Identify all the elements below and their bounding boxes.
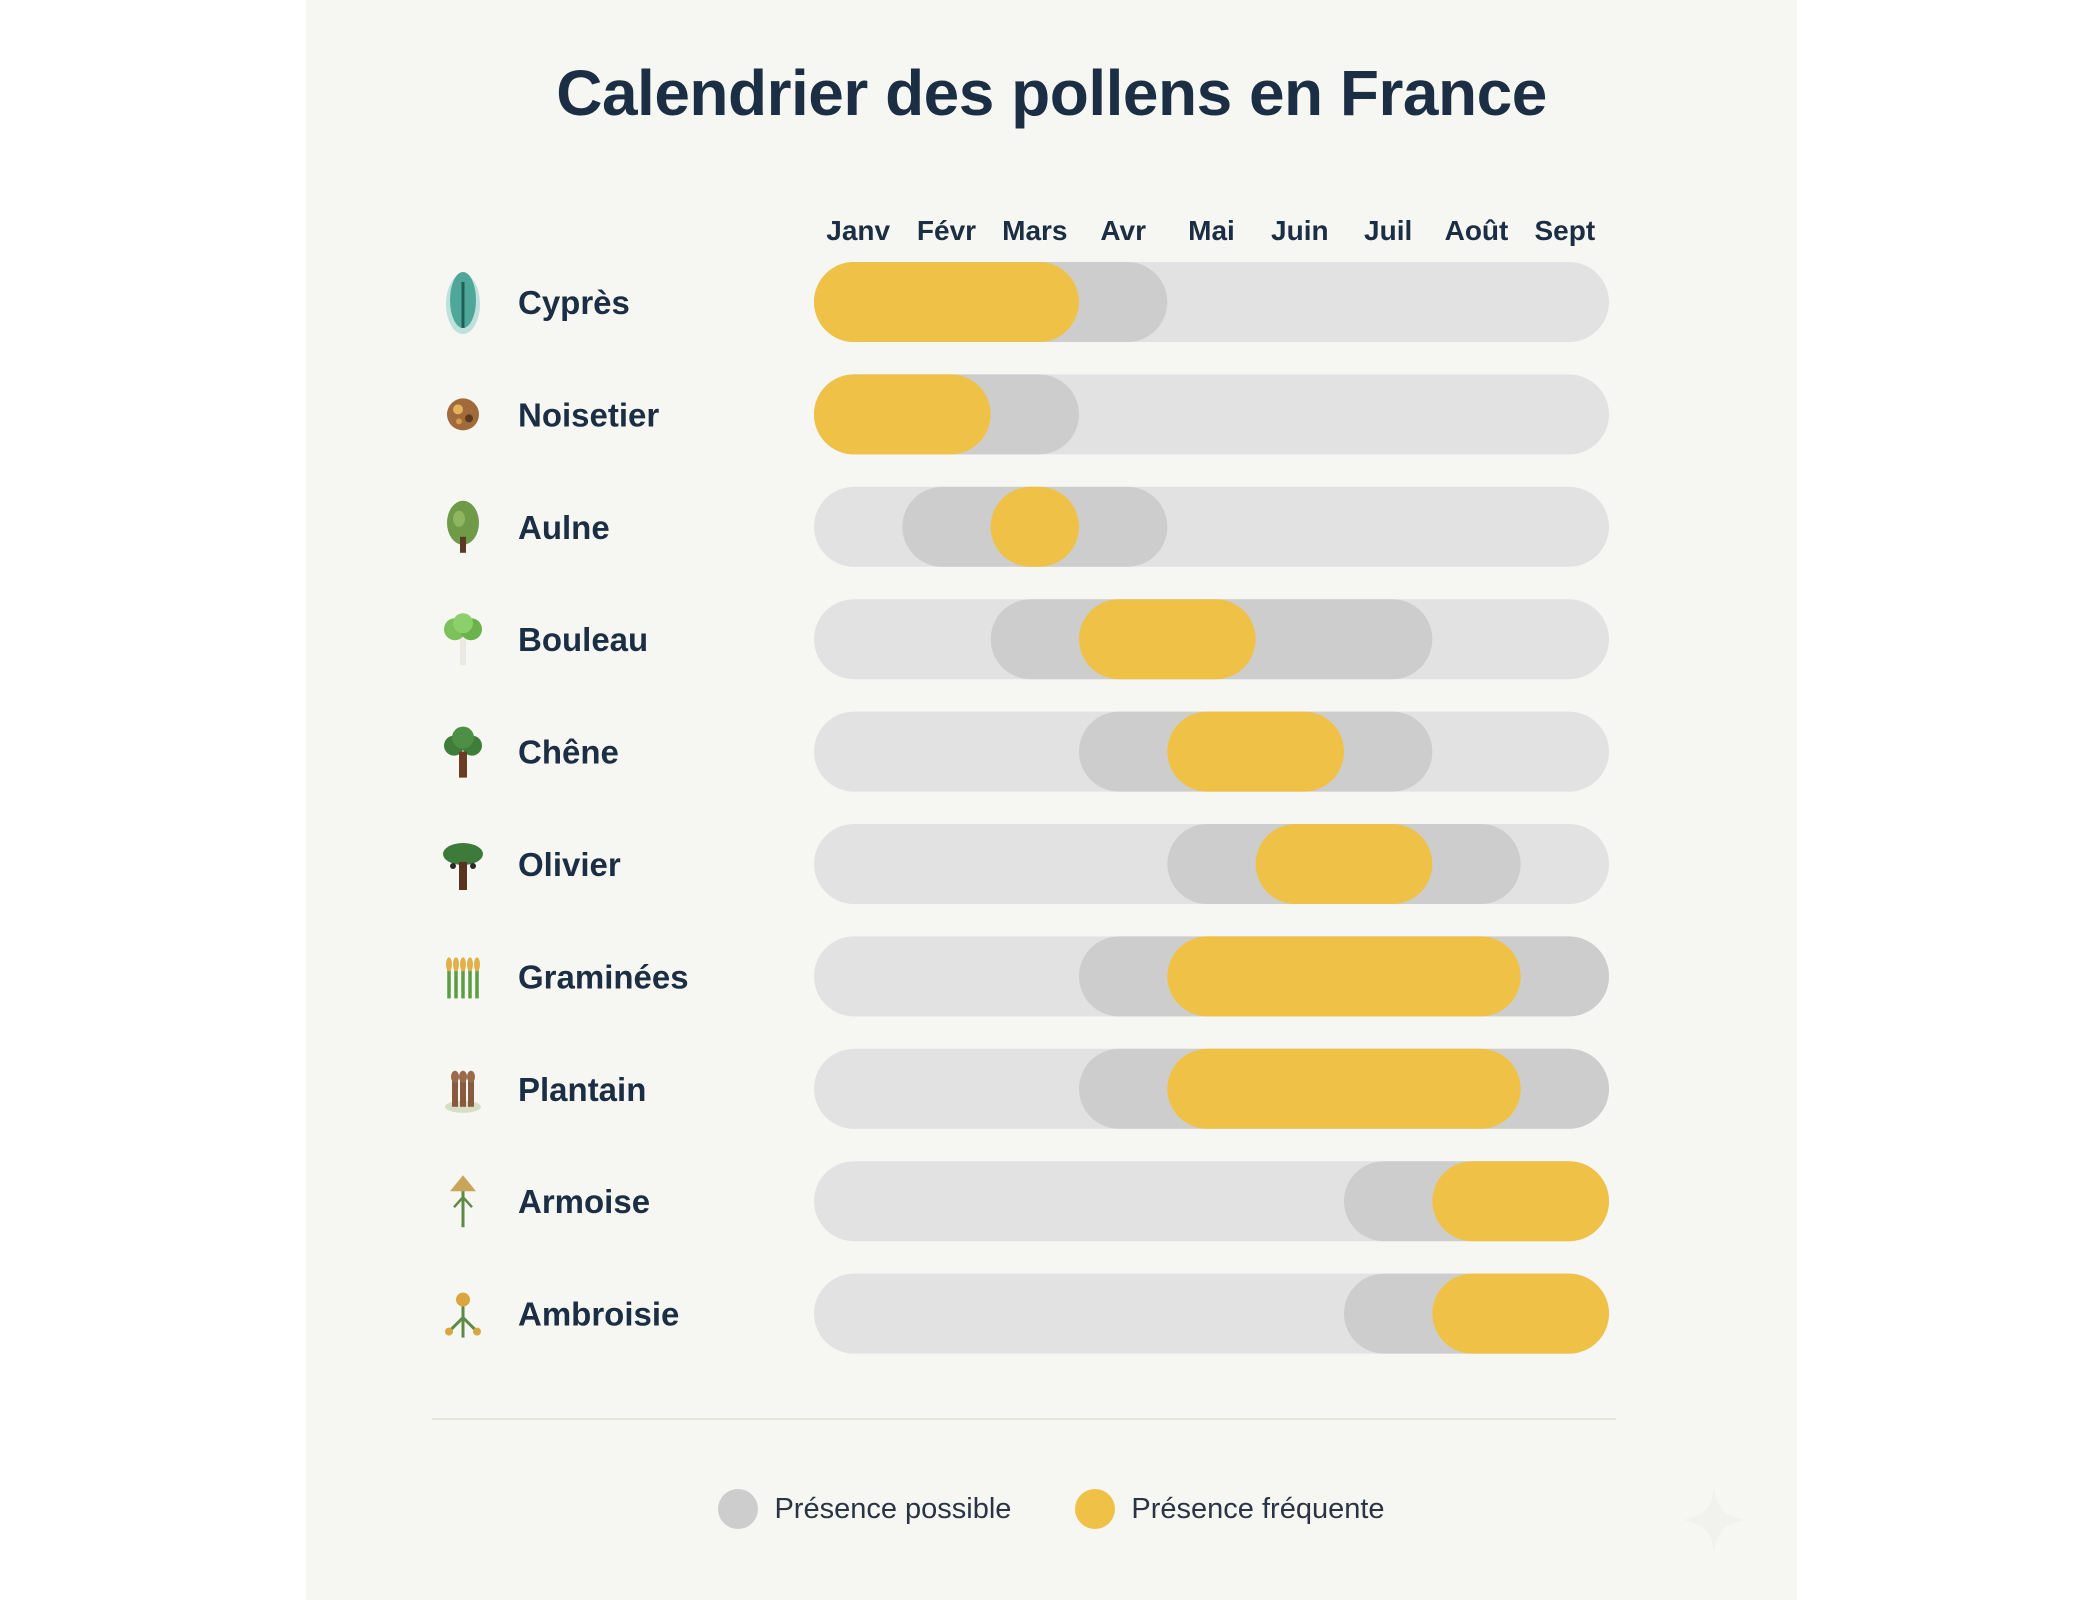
bar-frequent-plantain	[1167, 1048, 1521, 1129]
row-label-graminees: Graminées	[518, 958, 689, 995]
legend-item-possible: Présence possible	[718, 1489, 1011, 1529]
row-armoise: Armoise	[450, 1161, 1609, 1242]
row-aulne: Aulne	[447, 486, 1609, 567]
row-label-armoise: Armoise	[518, 1183, 650, 1220]
chart-title: Calendrier des pollens en France	[556, 57, 1547, 129]
legend-label-possible: Présence possible	[774, 1492, 1012, 1525]
row-bouleau: Bouleau	[444, 599, 1609, 680]
hazelnut-icon	[447, 398, 479, 431]
row-label-ambroisie: Ambroisie	[518, 1296, 679, 1333]
plantain-icon	[445, 1070, 481, 1113]
bar-frequent-graminees	[1167, 936, 1521, 1017]
row-olivier: Olivier	[443, 824, 1609, 904]
legend-label-frequent: Présence fréquente	[1131, 1492, 1385, 1525]
row-label-noisetier: Noisetier	[518, 396, 659, 433]
legend-swatch-frequent	[1075, 1489, 1116, 1529]
alder-icon	[447, 500, 479, 553]
legend-item-frequent: Présence fréquente	[1075, 1489, 1385, 1529]
divider	[432, 1418, 1616, 1420]
month-label-mars: Mars	[1002, 215, 1067, 246]
birch-icon	[444, 613, 482, 666]
month-label-fevr: Févr	[917, 215, 976, 246]
chart-rows: Cyprès Noisetier Aulne Bouleau Chêne Olivier G…	[443, 262, 1609, 1354]
month-label-avr: Avr	[1100, 215, 1146, 246]
row-label-bouleau: Bouleau	[518, 621, 648, 658]
row-cypres: Cyprès	[446, 262, 1609, 342]
chart-card: Calendrier des pollens en France Janv Fév…	[306, 0, 1797, 1600]
row-label-plantain: Plantain	[518, 1071, 646, 1108]
pollen-calendar-chart: Janv Févr Mars Avr Mai Juin Juil Août Sept Cyprè…	[443, 215, 1609, 1354]
month-label-janv: Janv	[826, 215, 890, 246]
bar-frequent-ambroisie	[1432, 1273, 1609, 1354]
month-label-mai: Mai	[1188, 215, 1235, 246]
bar-frequent-noisetier	[814, 374, 991, 455]
month-label-juin: Juin	[1271, 215, 1329, 246]
bar-frequent-armoise	[1432, 1161, 1609, 1242]
row-chene: Chêne	[444, 711, 1609, 792]
bar-frequent-bouleau	[1079, 599, 1256, 680]
oak-icon	[444, 726, 482, 778]
olive-tree-icon	[443, 843, 483, 890]
bar-frequent-olivier	[1255, 824, 1433, 904]
bar-frequent-cypres	[814, 262, 1079, 342]
month-label-sept: Sept	[1534, 215, 1595, 246]
month-axis: Janv Févr Mars Avr Mai Juin Juil Août Sept	[826, 215, 1595, 246]
cypress-icon	[446, 272, 480, 334]
month-label-aout: Août	[1445, 215, 1509, 246]
month-label-juil: Juil	[1364, 215, 1412, 246]
legend-swatch-possible	[718, 1489, 759, 1529]
sparkle-icon	[1682, 1488, 1746, 1552]
mugwort-icon	[450, 1175, 476, 1228]
row-graminees: Graminées	[446, 936, 1609, 1017]
bar-frequent-chene	[1167, 711, 1344, 792]
row-ambroisie: Ambroisie	[445, 1273, 1609, 1354]
row-label-olivier: Olivier	[518, 846, 621, 883]
grass-icon	[446, 957, 480, 999]
row-label-aulne: Aulne	[518, 509, 610, 546]
ragweed-icon	[445, 1292, 481, 1338]
legend: Présence possible Présence fréquente	[306, 1483, 1797, 1535]
row-noisetier: Noisetier	[447, 374, 1609, 455]
row-plantain: Plantain	[445, 1048, 1609, 1129]
row-label-chene: Chêne	[518, 734, 619, 771]
row-label-cypres: Cyprès	[518, 284, 630, 321]
bar-frequent-aulne	[990, 486, 1079, 567]
